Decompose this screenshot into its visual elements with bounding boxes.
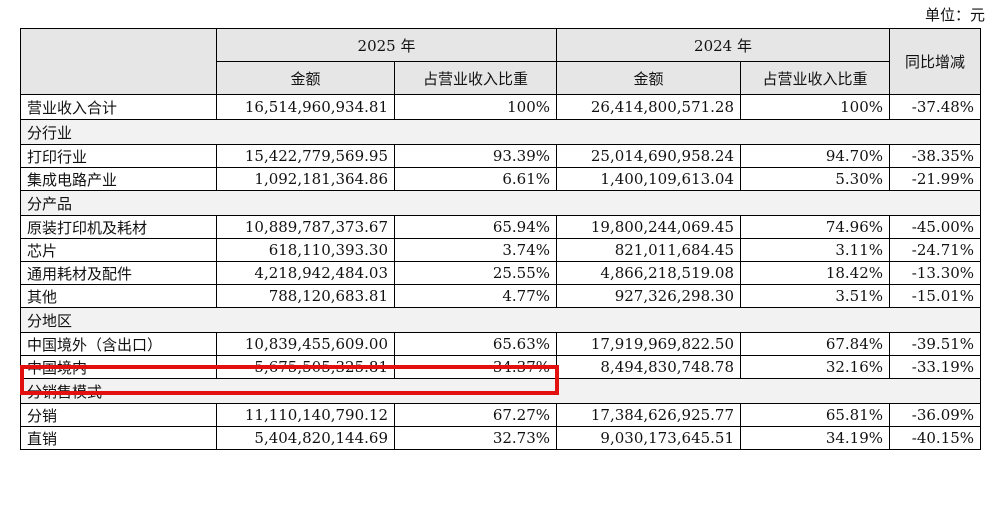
header-share-2024: 占营业收入比重 [740, 61, 891, 95]
amount-2024-cell: 9,030,173,645.51 [556, 426, 742, 450]
share-2024-cell: 67.84% [740, 332, 891, 356]
table-row: 中国境内 5,675,505,325.81 34.37% 8,494,830,748.… [20, 355, 982, 379]
amount-2024-cell: 17,384,626,925.77 [556, 403, 742, 427]
share-2025-cell: 67.27% [393, 403, 558, 427]
yoy-cell: -15.01% [889, 284, 982, 308]
section-label: 分产品 [19, 190, 982, 216]
section-row: 分地区 [19, 307, 982, 333]
header-yoy: 同比增减 [889, 28, 982, 95]
amount-2025-cell: 10,889,787,373.67 [216, 215, 395, 239]
share-2025-cell: 4.77% [393, 284, 558, 308]
row-name-cell: 中国境内 [20, 355, 217, 379]
row-name-cell: 通用耗材及配件 [20, 261, 217, 285]
yoy-cell: -21.99% [889, 167, 982, 191]
amount-2024-cell: 1,400,109,613.04 [556, 167, 742, 191]
header-blank [20, 28, 217, 95]
section-row: 分销售模式 [19, 378, 982, 404]
share-2024-cell: 65.81% [740, 403, 891, 427]
header-year-2024: 2024 年 [556, 28, 891, 62]
yoy-cell: -38.35% [889, 144, 982, 168]
table-row: 芯片 618,110,393.30 3.74% 821,011,684.45 3.11%… [20, 238, 982, 262]
table-row: 中国境外（含出口） 10,839,455,609.00 65.63% 17,919,9… [20, 332, 982, 356]
header-year-2025: 2025 年 [215, 28, 558, 62]
table-row: 打印行业 15,422,779,569.95 93.39% 25,014,690,95… [20, 144, 982, 168]
share-2024-cell: 3.11% [740, 238, 891, 262]
table-row: 原装打印机及耗材 10,889,787,373.67 65.94% 19,800,24… [20, 215, 982, 239]
table-row: 其他 788,120,683.81 4.77% 927,326,298.30 3.51%… [20, 284, 982, 308]
row-name-cell: 集成电路产业 [20, 167, 217, 191]
amount-2025-cell: 11,110,140,790.12 [216, 403, 395, 427]
share-2024-cell: 18.42% [740, 261, 891, 285]
table-row: 通用耗材及配件 4,218,942,484.03 25.55% 4,866,218,5… [20, 261, 982, 285]
amount-2025-cell: 5,675,505,325.81 [216, 355, 395, 379]
amount-2024-cell: 927,326,298.30 [556, 284, 742, 308]
table-row: 营业收入合计 16,514,960,934.81 100% 26,414,800,57… [20, 94, 982, 120]
yoy-cell: -13.30% [889, 261, 982, 285]
row-name-cell: 中国境外（含出口） [20, 332, 217, 356]
unit-label: 单位：元 [924, 6, 985, 24]
amount-2025-cell: 618,110,393.30 [216, 238, 395, 262]
row-name-cell: 打印行业 [20, 144, 217, 168]
amount-2024-cell: 26,414,800,571.28 [556, 94, 742, 120]
amount-2025-cell: 15,422,779,569.95 [216, 144, 395, 168]
row-name-cell: 分销 [20, 403, 217, 427]
share-2025-cell: 32.73% [393, 426, 558, 450]
amount-2025-cell: 788,120,683.81 [216, 284, 395, 308]
yoy-cell: -40.15% [889, 426, 982, 450]
share-2024-cell: 32.16% [740, 355, 891, 379]
share-2025-cell: 93.39% [393, 144, 558, 168]
share-2025-cell: 3.74% [393, 238, 558, 262]
header-amount-2025: 金额 [216, 61, 395, 95]
section-label: 分地区 [19, 307, 982, 333]
amount-2024-cell: 25,014,690,958.24 [556, 144, 742, 168]
amount-2025-cell: 10,839,455,609.00 [216, 332, 395, 356]
row-name-cell: 其他 [20, 284, 217, 308]
share-2024-cell: 74.96% [740, 215, 891, 239]
amount-2024-cell: 4,866,218,519.08 [556, 261, 742, 285]
share-2025-cell: 100% [393, 94, 558, 120]
table-body: 营业收入合计 16,514,960,934.81 100% 26,414,800,57… [19, 94, 982, 450]
header-share-2025: 占营业收入比重 [393, 61, 558, 95]
row-name-cell: 芯片 [20, 238, 217, 262]
share-2025-cell: 25.55% [393, 261, 558, 285]
table-row: 分销 11,110,140,790.12 67.27% 17,384,626,925.… [20, 403, 982, 427]
row-name-cell: 营业收入合计 [20, 94, 217, 120]
share-2024-cell: 3.51% [740, 284, 891, 308]
amount-2024-cell: 8,494,830,748.78 [556, 355, 742, 379]
amount-2025-cell: 5,404,820,144.69 [216, 426, 395, 450]
section-row: 分行业 [19, 119, 982, 145]
amount-2024-cell: 821,011,684.45 [556, 238, 742, 262]
yoy-cell: -45.00% [889, 215, 982, 239]
amount-2025-cell: 1,092,181,364.86 [216, 167, 395, 191]
amount-2024-cell: 19,800,244,069.45 [556, 215, 742, 239]
yoy-cell: -33.19% [889, 355, 982, 379]
header-amount-2024: 金额 [556, 61, 742, 95]
yoy-cell: -36.09% [889, 403, 982, 427]
amount-2024-cell: 17,919,969,822.50 [556, 332, 742, 356]
table-row: 直销 5,404,820,144.69 32.73% 9,030,173,645.51… [20, 426, 982, 450]
share-2025-cell: 65.94% [393, 215, 558, 239]
revenue-table: 2025 年 2024 年 同比增减 金额 占营业收入比重 金额 占营业收入比重… [19, 28, 982, 450]
section-label: 分销售模式 [19, 378, 982, 404]
table-row: 集成电路产业 1,092,181,364.86 6.61% 1,400,109,613… [20, 167, 982, 191]
share-2024-cell: 100% [740, 94, 891, 120]
share-2024-cell: 34.19% [740, 426, 891, 450]
amount-2025-cell: 4,218,942,484.03 [216, 261, 395, 285]
share-2025-cell: 6.61% [393, 167, 558, 191]
section-row: 分产品 [19, 190, 982, 216]
row-name-cell: 直销 [20, 426, 217, 450]
row-name-cell: 原装打印机及耗材 [20, 215, 217, 239]
yoy-cell: -24.71% [889, 238, 982, 262]
share-2025-cell: 65.63% [393, 332, 558, 356]
share-2025-cell: 34.37% [393, 355, 558, 379]
section-label: 分行业 [19, 119, 982, 145]
amount-2025-cell: 16,514,960,934.81 [216, 94, 395, 120]
yoy-cell: -39.51% [889, 332, 982, 356]
share-2024-cell: 5.30% [740, 167, 891, 191]
yoy-cell: -37.48% [889, 94, 982, 120]
share-2024-cell: 94.70% [740, 144, 891, 168]
